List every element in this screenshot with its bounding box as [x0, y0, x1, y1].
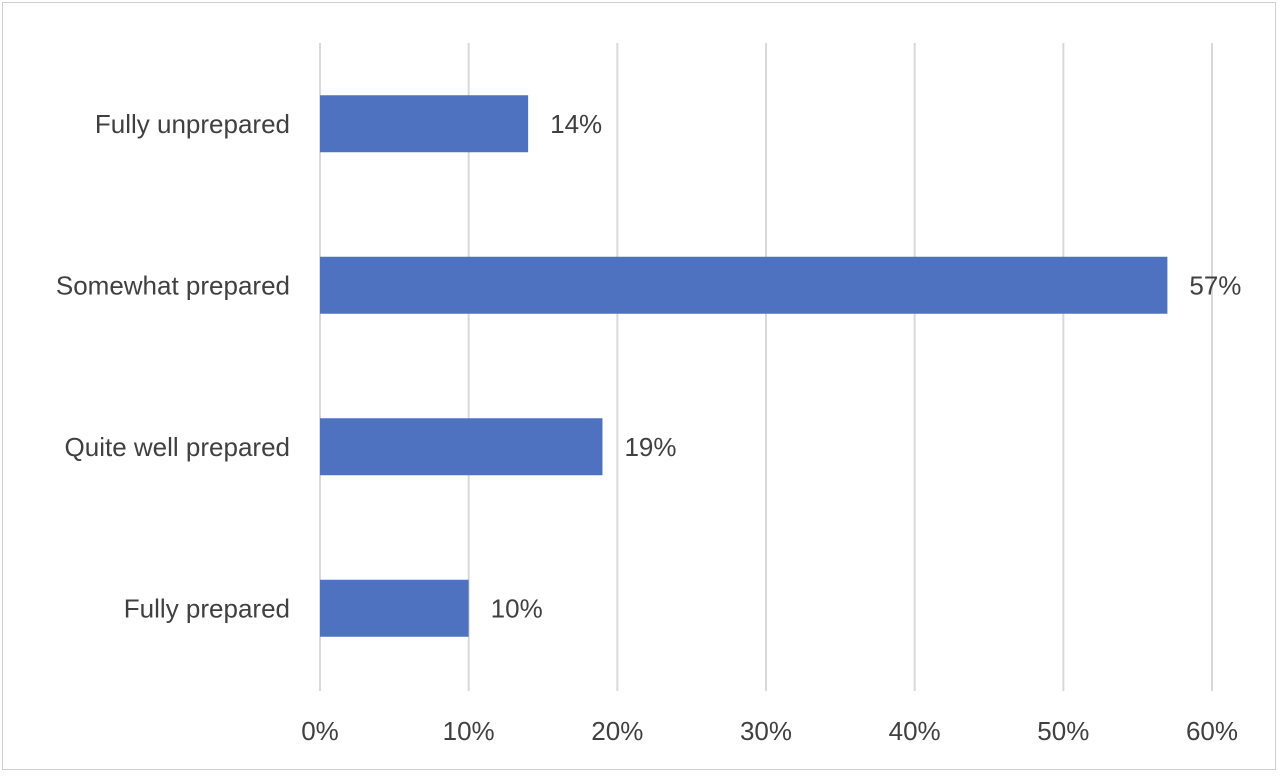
data-labels: 14% 57% 19% 10%	[491, 109, 1242, 624]
data-label: 10%	[491, 593, 543, 623]
category-labels: Fully unprepared Somewhat prepared Quite w…	[56, 109, 290, 624]
x-tick-label: 60%	[1186, 716, 1238, 746]
category-label: Quite well prepared	[65, 432, 290, 462]
bar-chart: Fully unprepared Somewhat prepared Quite w…	[56, 43, 1242, 746]
category-label: Fully unprepared	[95, 109, 290, 139]
bar	[320, 579, 469, 637]
bar	[320, 95, 529, 153]
x-tick-label: 30%	[740, 716, 792, 746]
x-tick-label: 40%	[889, 716, 941, 746]
data-label: 14%	[550, 109, 602, 139]
category-label: Fully prepared	[124, 593, 290, 623]
data-label: 19%	[624, 432, 676, 462]
x-tick-label: 50%	[1037, 716, 1089, 746]
data-label: 57%	[1189, 270, 1241, 300]
category-label: Somewhat prepared	[56, 270, 290, 300]
bar	[320, 256, 1168, 314]
bar	[320, 418, 603, 476]
x-tick-label: 20%	[591, 716, 643, 746]
bars	[320, 95, 1168, 637]
x-tick-label: 10%	[443, 716, 495, 746]
x-tick-label: 0%	[301, 716, 339, 746]
x-tick-labels: 0% 10% 20% 30% 40% 50% 60%	[301, 716, 1238, 746]
